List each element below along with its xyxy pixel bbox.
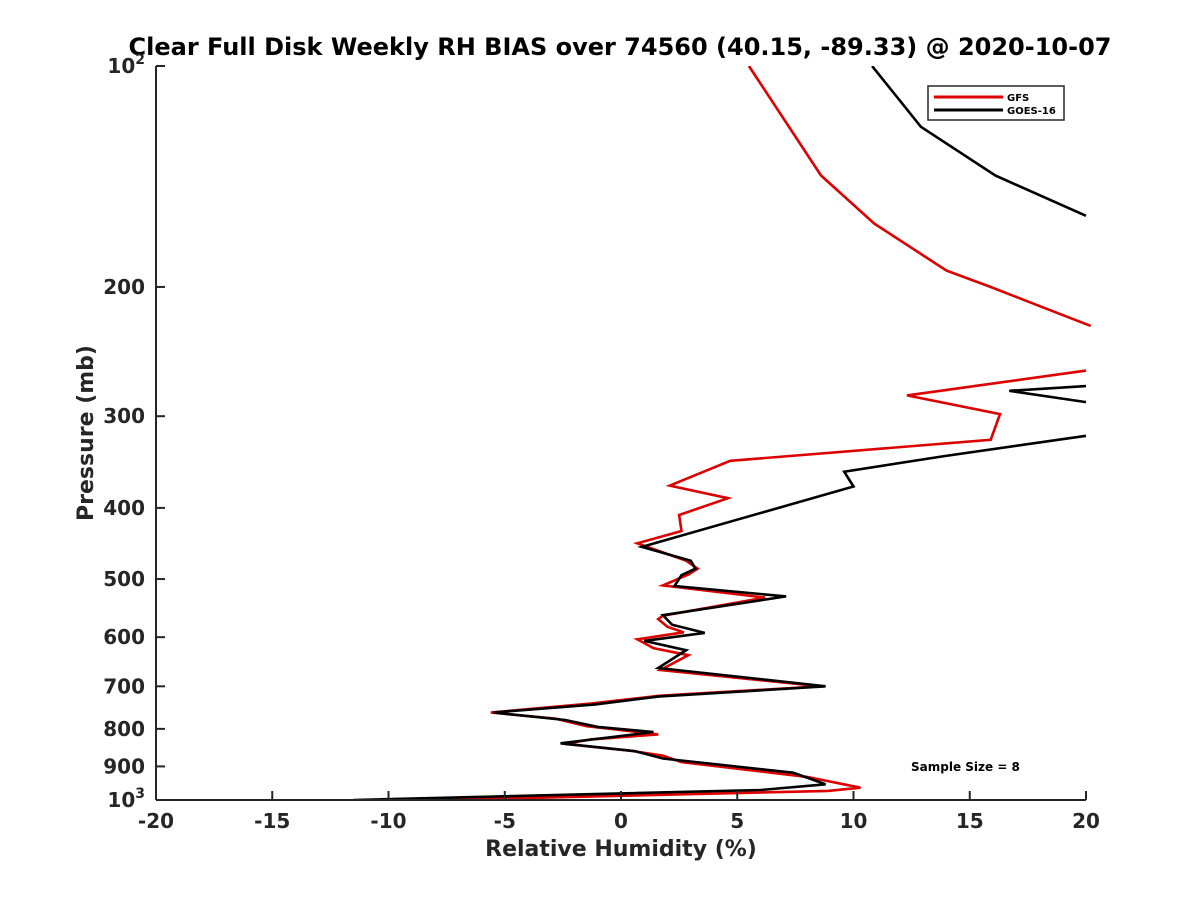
x-axis-ticks: -20 -15 -10 -5 0 5 10 15 20 xyxy=(138,791,1100,833)
x-tick-label: 10 xyxy=(840,809,868,833)
series-line-goes16 xyxy=(871,66,1087,217)
y-tick-base: 800 xyxy=(103,717,145,741)
y-tick-base: 600 xyxy=(103,625,145,649)
sample-size-annotation: Sample Size = 8 xyxy=(911,760,1020,774)
series-line-goes16 xyxy=(353,434,1087,800)
y-tick-base: 700 xyxy=(103,674,145,698)
legend-label-goes16: GOES-16 xyxy=(1007,106,1056,117)
y-tick-label: 400 xyxy=(103,496,145,520)
y-tick-label: 600 xyxy=(103,625,145,649)
series-line-goes16 xyxy=(1009,384,1087,404)
y-tick-label: 800 xyxy=(103,717,145,741)
x-tick-label: -10 xyxy=(370,809,406,833)
x-tick-label: 5 xyxy=(730,809,744,833)
y-tick-label: 500 xyxy=(103,567,145,591)
x-tick-label: -5 xyxy=(494,809,516,833)
y-tick-label: 700 xyxy=(103,674,145,698)
legend-label-gfs: GFS xyxy=(1007,93,1029,104)
y-tick-base: 900 xyxy=(103,754,145,778)
y-tick-exponent: 2 xyxy=(135,52,145,68)
y-tick-base: 500 xyxy=(103,567,145,591)
y-tick-label: 900 xyxy=(103,754,145,778)
y-tick-label: 103 xyxy=(107,786,145,812)
x-axis-label: Relative Humidity (%) xyxy=(485,837,757,862)
x-tick-label: 20 xyxy=(1072,809,1100,833)
y-tick-exponent: 3 xyxy=(135,786,145,802)
x-tick-label: 15 xyxy=(956,809,984,833)
y-tick-base: 300 xyxy=(103,404,145,428)
y-tick-base: 200 xyxy=(103,275,145,299)
x-tick-label: -15 xyxy=(254,809,290,833)
y-tick-base: 10 xyxy=(107,788,135,812)
series-line-gfs xyxy=(747,66,1092,328)
legend-box xyxy=(927,85,1065,121)
x-tick-label: 0 xyxy=(614,809,628,833)
y-tick-label: 102 xyxy=(107,52,145,78)
y-tick-label: 200 xyxy=(103,275,145,299)
y-tick-base: 400 xyxy=(103,496,145,520)
x-tick-label: -20 xyxy=(138,809,174,833)
legend: GFS GOES-16 xyxy=(927,85,1065,121)
y-tick-label: 300 xyxy=(103,404,145,428)
chart-title: Clear Full Disk Weekly RH BIAS over 7456… xyxy=(129,33,1112,61)
plot-area: -20 -15 -10 -5 0 5 10 15 20 10220030040050060070… xyxy=(103,52,1100,833)
series-line-gfs xyxy=(439,369,1087,800)
y-tick-base: 10 xyxy=(107,54,135,78)
y-axis-label: Pressure (mb) xyxy=(74,345,99,521)
